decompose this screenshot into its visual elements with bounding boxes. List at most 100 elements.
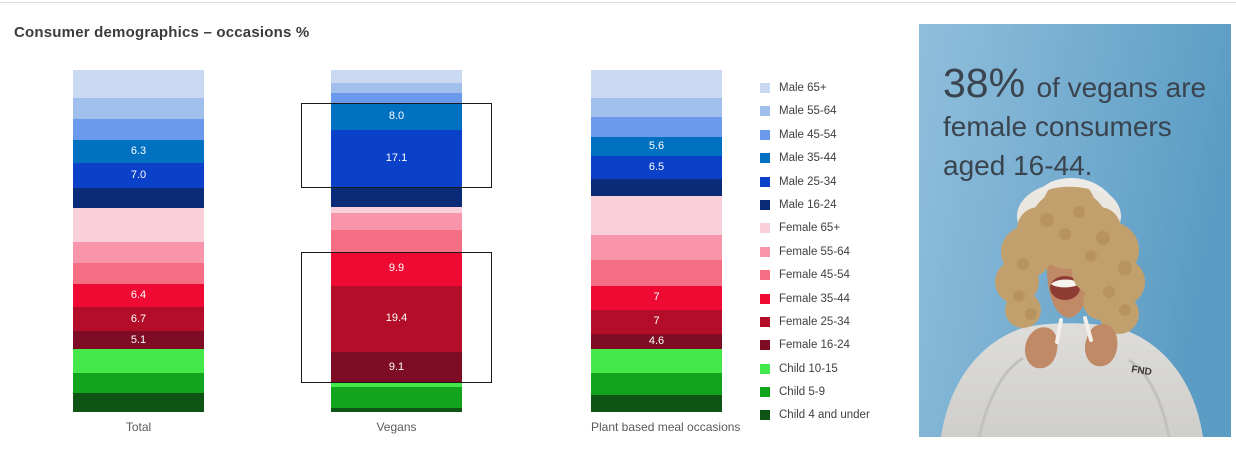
- segment-female-45-54: [73, 263, 204, 285]
- legend-label: Female 25-34: [779, 315, 850, 328]
- segment-female-65-: [591, 195, 722, 236]
- segment-value-label: 7.0: [130, 168, 147, 181]
- legend-item-male-25-34: Male 25-34: [760, 175, 870, 188]
- segment-value-label: 8.0: [388, 109, 405, 122]
- segment-child-10-15: [73, 349, 204, 373]
- legend-swatch: [760, 153, 770, 164]
- segment-female-16-24: 4.6: [591, 333, 722, 350]
- legend-label: Female 35-44: [779, 292, 850, 305]
- segment-value-label: 6.5: [648, 161, 665, 174]
- legend-swatch: [760, 246, 770, 257]
- stacked-bar-chart: 6.3 7.0 6.4 6.7 5.1 Total 8.0 17.1 9.9 19.4 9.1 Veg…: [73, 70, 740, 434]
- hand-left: [1025, 327, 1058, 369]
- legend-item-child-5-9: Child 5-9: [760, 386, 870, 399]
- segment-value-label: 6.3: [130, 145, 147, 158]
- segment-child-5-9: [331, 386, 462, 408]
- legend-swatch: [760, 293, 770, 304]
- segment-female-25-34: 7: [591, 309, 722, 334]
- segment-value-label: 9.1: [388, 360, 405, 373]
- hood-rim: [1035, 178, 1115, 202]
- legend-swatch: [760, 363, 770, 374]
- legend-label: Child 4 and under: [779, 409, 870, 422]
- segment-female-35-44: 9.9: [331, 252, 462, 286]
- legend-swatch: [760, 83, 770, 93]
- legend-label: Male 55-64: [779, 105, 837, 118]
- segment-female-16-24: 9.1: [331, 351, 462, 383]
- photo-woman-laughing: FND: [919, 24, 1231, 437]
- hoodie-fold: [977, 356, 1024, 437]
- segment-male-35-44: 5.6: [591, 137, 722, 157]
- legend-item-male-55-64: Male 55-64: [760, 105, 870, 118]
- segment-female-65-: [73, 207, 204, 243]
- legend-swatch: [760, 129, 770, 140]
- segment-value-label: 9.9: [388, 262, 405, 275]
- segment-value-label: 19.4: [385, 312, 408, 325]
- stat-text: of vegans are female consumers aged 16-4…: [943, 72, 1207, 181]
- segment-child-4-and-under: [591, 394, 722, 412]
- legend-swatch: [760, 176, 770, 187]
- legend-item-female-65-: Female 65+: [760, 222, 870, 234]
- segment-female-25-34: 19.4: [331, 285, 462, 352]
- segment-female-16-24: 5.1: [73, 331, 204, 350]
- bar-caption: Total: [125, 420, 152, 434]
- hoodie-body: [941, 323, 1203, 437]
- legend-item-female-55-64: Female 55-64: [760, 245, 870, 258]
- legend-item-male-35-44: Male 35-44: [760, 152, 870, 165]
- hood-strings: [1055, 316, 1093, 344]
- legend-label: Male 25-34: [779, 175, 837, 188]
- legend-label: Male 45-54: [779, 128, 837, 141]
- legend-label: Female 55-64: [779, 245, 850, 258]
- segment-female-55-64: [591, 235, 722, 261]
- bar-vegans: 8.0 17.1 9.9 19.4 9.1 Vegans: [301, 70, 492, 434]
- highlight-box: [301, 102, 492, 188]
- segment-child-10-15: [331, 382, 462, 387]
- legend-item-male-16-24: Male 16-24: [760, 199, 870, 211]
- segment-male-65-: [331, 70, 462, 83]
- legend-label: Child 5-9: [779, 386, 826, 399]
- hoodie-print-text: FND: [1131, 364, 1153, 378]
- bar-caption: Vegans: [376, 420, 417, 434]
- infographic-panel: FND 38% of vegans are female consumers a…: [919, 24, 1231, 437]
- segment-male-25-34: 7.0: [73, 162, 204, 188]
- segment-male-55-64: [591, 98, 722, 118]
- hoodie-fold: [1128, 358, 1171, 437]
- segment-male-16-24: [73, 187, 204, 208]
- segment-male-35-44: 8.0: [331, 102, 462, 130]
- legend-label: Female 16-24: [779, 339, 850, 352]
- segment-value-label: 5.6: [648, 140, 665, 153]
- segment-male-55-64: [331, 82, 462, 93]
- legend-swatch: [760, 106, 770, 117]
- segment-female-45-54: [591, 260, 722, 286]
- segment-male-45-54: [591, 117, 722, 138]
- top-divider: [0, 2, 1236, 3]
- legend-swatch: [760, 410, 770, 421]
- hand-right: [1085, 324, 1118, 367]
- legend-swatch: [760, 387, 770, 398]
- legend-item-female-25-34: Female 25-34: [760, 315, 870, 328]
- segment-child-4-and-under: [73, 392, 204, 412]
- legend-swatch: [760, 270, 770, 281]
- bar-plant-based-meal-occasions: 5.6 6.5 7 7 4.6 Plant based meal occasions: [591, 70, 740, 434]
- segment-male-55-64: [73, 98, 204, 120]
- legend-label: Child 10-15: [779, 362, 838, 375]
- segment-male-45-54: [331, 92, 462, 103]
- legend-item-female-16-24: Female 16-24: [760, 339, 870, 352]
- segment-value-label: 5.1: [130, 333, 147, 346]
- segment-male-25-34: 6.5: [591, 156, 722, 179]
- segment-female-65-: [331, 206, 462, 214]
- segment-male-65-: [73, 70, 204, 99]
- segment-male-25-34: 17.1: [331, 129, 462, 188]
- legend-item-female-45-54: Female 45-54: [760, 269, 870, 281]
- bar-total: 6.3 7.0 6.4 6.7 5.1 Total: [73, 70, 204, 434]
- infographic-caption: 38% of vegans are female consumers aged …: [943, 63, 1215, 185]
- segment-female-45-54: [331, 230, 462, 253]
- stat-value: 38%: [943, 60, 1037, 106]
- bar-caption: Plant based meal occasions: [591, 420, 741, 434]
- segment-child-5-9: [73, 372, 204, 393]
- segment-value-label: 17.1: [385, 152, 408, 165]
- segment-child-10-15: [591, 349, 722, 373]
- segment-female-55-64: [331, 213, 462, 231]
- segment-value-label: 6.4: [130, 289, 147, 302]
- legend-label: Male 35-44: [779, 152, 837, 165]
